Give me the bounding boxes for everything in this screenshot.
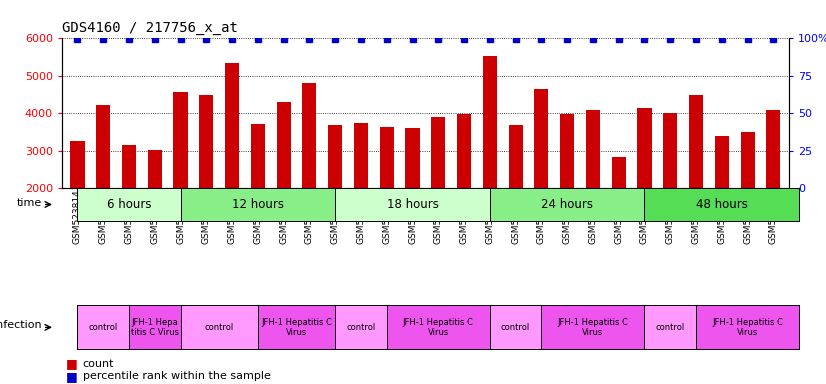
Bar xyxy=(482,56,497,263)
Bar xyxy=(96,106,111,263)
Text: control: control xyxy=(346,323,376,332)
Bar xyxy=(767,110,781,263)
Text: JFH-1 Hepatitis C
Virus: JFH-1 Hepatitis C Virus xyxy=(261,318,332,337)
Text: JFH-1 Hepa
titis C Virus: JFH-1 Hepa titis C Virus xyxy=(131,318,178,337)
Bar xyxy=(689,95,703,263)
Bar xyxy=(663,113,677,263)
Text: 48 hours: 48 hours xyxy=(695,198,748,211)
Bar xyxy=(225,63,240,263)
Bar xyxy=(199,95,213,263)
Bar xyxy=(611,157,626,263)
Bar xyxy=(148,150,162,263)
Bar xyxy=(122,145,136,263)
Text: 24 hours: 24 hours xyxy=(541,198,593,211)
Text: 18 hours: 18 hours xyxy=(387,198,439,211)
Bar xyxy=(714,136,729,263)
Text: percentile rank within the sample: percentile rank within the sample xyxy=(83,371,270,381)
Bar xyxy=(638,108,652,263)
Bar xyxy=(354,123,368,263)
Bar xyxy=(586,110,600,263)
Bar xyxy=(277,103,291,263)
Text: ■: ■ xyxy=(66,370,78,383)
Text: count: count xyxy=(83,359,114,369)
Bar xyxy=(251,124,265,263)
Bar xyxy=(406,127,420,263)
Bar xyxy=(560,114,574,263)
Bar xyxy=(534,89,548,263)
Bar xyxy=(70,141,84,263)
Text: GDS4160 / 217756_x_at: GDS4160 / 217756_x_at xyxy=(62,21,238,35)
Text: JFH-1 Hepatitis C
Virus: JFH-1 Hepatitis C Virus xyxy=(712,318,783,337)
Text: control: control xyxy=(205,323,234,332)
Bar xyxy=(457,114,471,263)
Bar xyxy=(302,83,316,263)
Text: time: time xyxy=(17,198,41,208)
Text: control: control xyxy=(656,323,685,332)
Bar xyxy=(380,127,394,263)
Bar xyxy=(431,118,445,263)
Text: ■: ■ xyxy=(66,358,78,371)
Text: infection: infection xyxy=(0,320,41,330)
Bar xyxy=(173,91,188,263)
Bar xyxy=(740,132,755,263)
Text: control: control xyxy=(501,323,530,332)
Text: 12 hours: 12 hours xyxy=(232,198,284,211)
Text: 6 hours: 6 hours xyxy=(107,198,151,211)
Bar xyxy=(328,124,342,263)
Text: control: control xyxy=(88,323,118,332)
Text: JFH-1 Hepatitis C
Virus: JFH-1 Hepatitis C Virus xyxy=(403,318,474,337)
Bar xyxy=(509,124,523,263)
Text: JFH-1 Hepatitis C
Virus: JFH-1 Hepatitis C Virus xyxy=(558,318,629,337)
